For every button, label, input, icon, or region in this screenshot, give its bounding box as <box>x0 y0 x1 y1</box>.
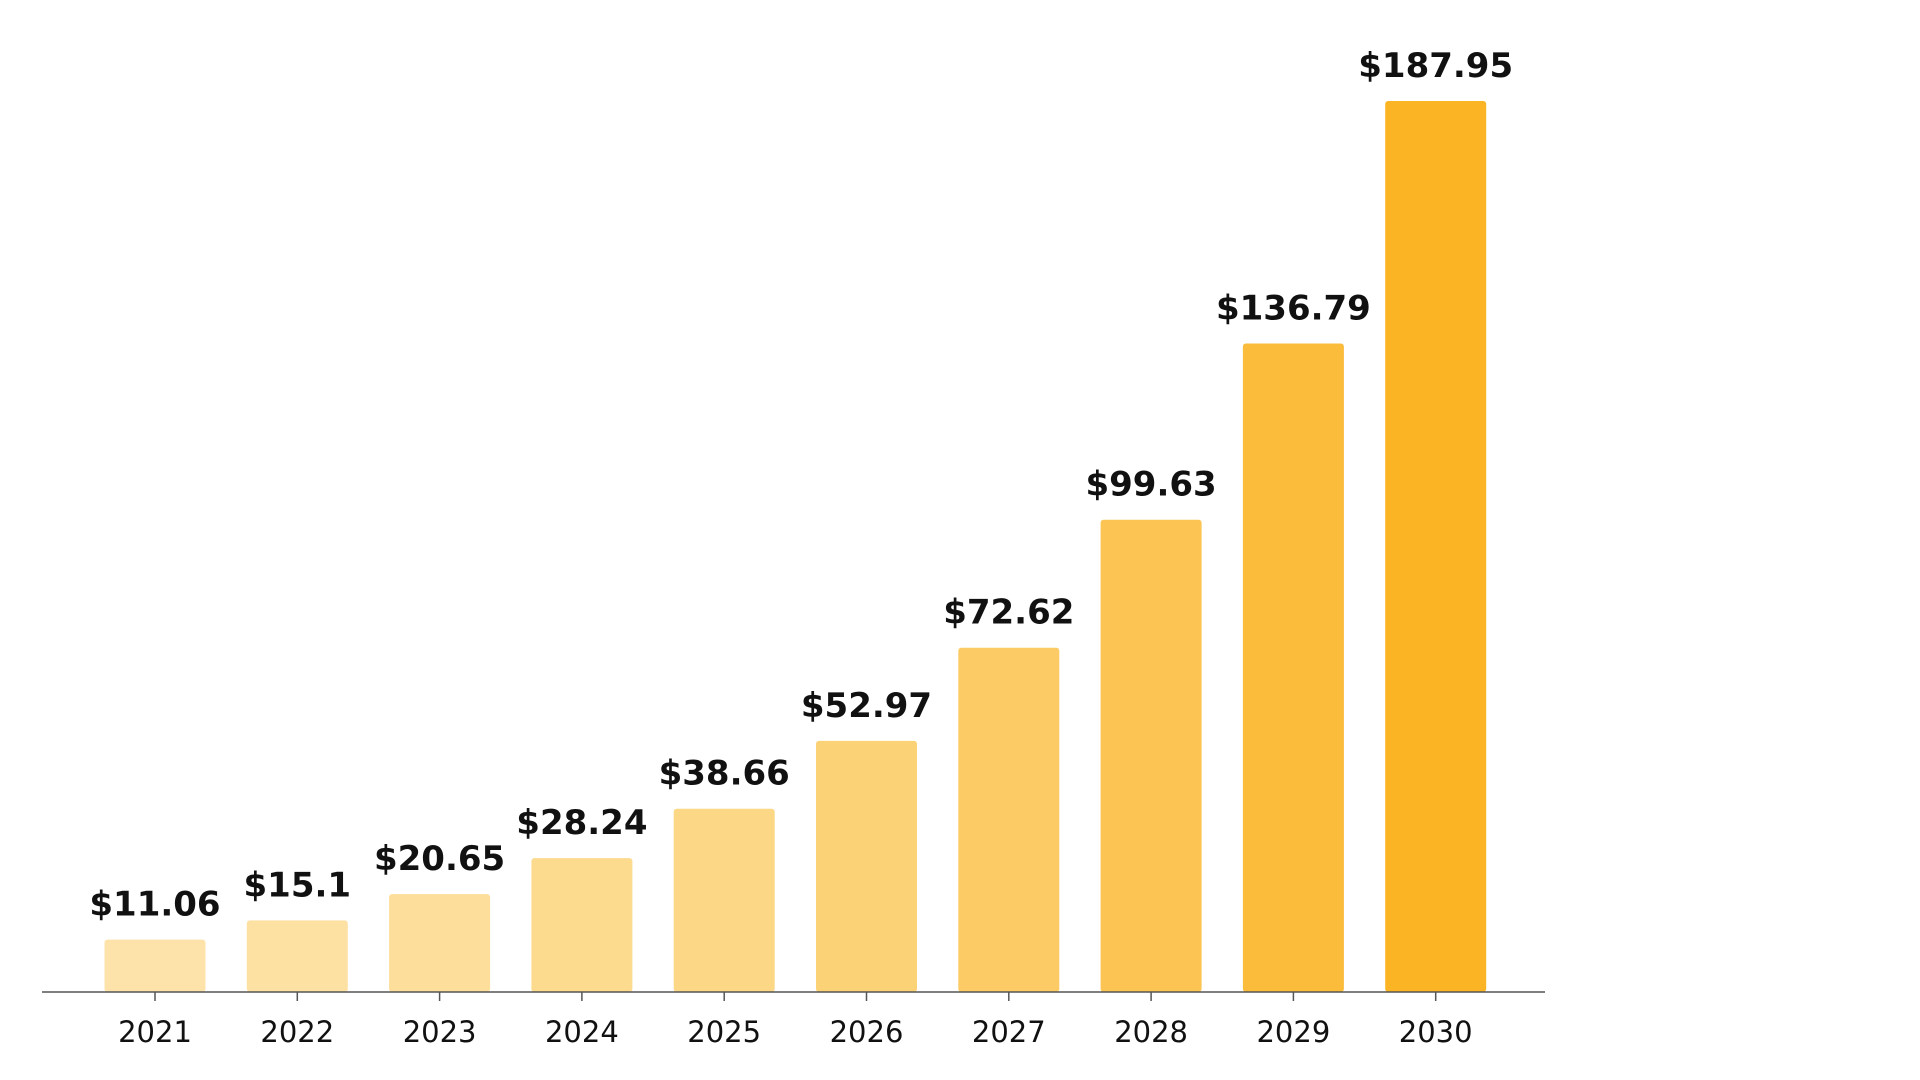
bars-layer <box>104 101 1487 992</box>
x-tick-label-2028: 2028 <box>1114 1015 1188 1049</box>
x-tick-label-2024: 2024 <box>545 1015 619 1049</box>
bar-2021 <box>104 939 206 992</box>
value-label-2021: $11.06 <box>89 885 220 925</box>
x-tick-label-2027: 2027 <box>972 1015 1046 1049</box>
value-label-2023: $20.65 <box>374 839 505 879</box>
x-tick-label-2023: 2023 <box>403 1015 477 1049</box>
bar-2022 <box>246 920 348 992</box>
value-label-2022: $15.1 <box>244 865 352 905</box>
bar-2024 <box>531 858 633 992</box>
value-label-2027: $72.62 <box>943 593 1074 633</box>
x-tick-label-2021: 2021 <box>118 1015 192 1049</box>
x-tick-label-2022: 2022 <box>260 1015 334 1049</box>
bar-2025 <box>673 808 775 992</box>
value-label-2028: $99.63 <box>1085 465 1216 505</box>
value-label-2030: $187.95 <box>1358 46 1513 86</box>
bar-2023 <box>389 894 491 992</box>
bar-2026 <box>816 740 917 992</box>
value-label-2029: $136.79 <box>1216 289 1371 329</box>
bar-2029 <box>1242 343 1344 992</box>
x-tick-label-2025: 2025 <box>687 1015 761 1049</box>
value-labels-layer: $11.06 $15.1 $20.65 $28.24 $38.66 $52.97 $72.6… <box>89 46 1513 925</box>
bar-2030 <box>1385 101 1487 992</box>
x-tick-label-2029: 2029 <box>1256 1015 1330 1049</box>
bar-2028 <box>1100 519 1202 992</box>
bar-2027 <box>958 647 1060 992</box>
value-label-2024: $28.24 <box>516 803 647 843</box>
x-ticks-layer: 2021 2022 2023 2024 2025 2026 2027 2028 2029 2030 <box>118 992 1473 1049</box>
x-tick-label-2030: 2030 <box>1399 1015 1473 1049</box>
value-label-2026: $52.97 <box>801 686 932 726</box>
x-tick-label-2026: 2026 <box>830 1015 904 1049</box>
value-label-2025: $38.66 <box>659 754 790 794</box>
